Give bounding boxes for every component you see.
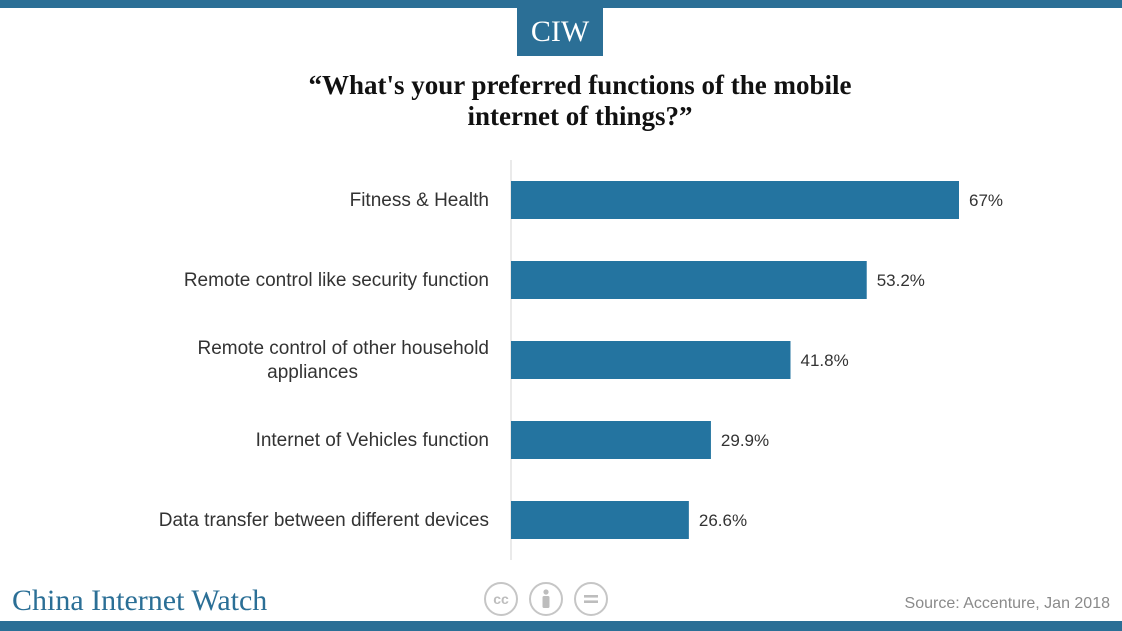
bar-1 (511, 181, 959, 219)
chart-title-line-2: internet of things?” (467, 101, 693, 131)
category-label-3: Remote control of other household applian… (197, 338, 489, 383)
data-label-2: 53.2% (877, 271, 925, 290)
no-derivatives-icon (574, 582, 608, 616)
attribution-icon (529, 582, 563, 616)
bar-3 (511, 341, 791, 379)
category-label-1: Fitness & Health (350, 190, 489, 211)
bottom-accent-bar (0, 621, 1122, 631)
category-label-3-line-2: appliances (267, 362, 358, 383)
data-label-5: 26.6% (699, 511, 747, 530)
category-label-2-line-1: Remote control like security function (184, 270, 489, 291)
category-label-4: Internet of Vehicles function (256, 430, 489, 451)
brand-name: China Internet Watch (12, 584, 268, 617)
data-label-4: 29.9% (721, 431, 769, 450)
bar-2 (511, 261, 867, 299)
source-note: Source: Accenture, Jan 2018 (904, 595, 1110, 612)
bar-5 (511, 501, 689, 539)
chart-title: “What's your preferred functions of the … (160, 70, 1000, 132)
ciw-logo: CIW (517, 8, 603, 56)
category-label-5-line-1: Data transfer between different devices (159, 510, 489, 531)
license-icons: cc (484, 582, 624, 620)
cc-icon: cc (484, 582, 518, 616)
top-accent-bar (0, 0, 1122, 8)
category-label-3-line-1: Remote control of other household (197, 338, 489, 359)
category-label-4-line-1: Internet of Vehicles function (256, 430, 489, 451)
data-label-3: 41.8% (800, 351, 848, 370)
data-label-1: 67% (969, 191, 1003, 210)
category-label-1-line-1: Fitness & Health (350, 190, 489, 211)
bar-4 (511, 421, 711, 459)
chart-title-line-1: “What's your preferred functions of the … (308, 70, 852, 100)
category-label-2: Remote control like security function (184, 270, 489, 291)
category-label-5: Data transfer between different devices (159, 510, 489, 531)
bar-chart: 67% Fitness & Health 53.2% Remote control l… (159, 160, 1003, 560)
